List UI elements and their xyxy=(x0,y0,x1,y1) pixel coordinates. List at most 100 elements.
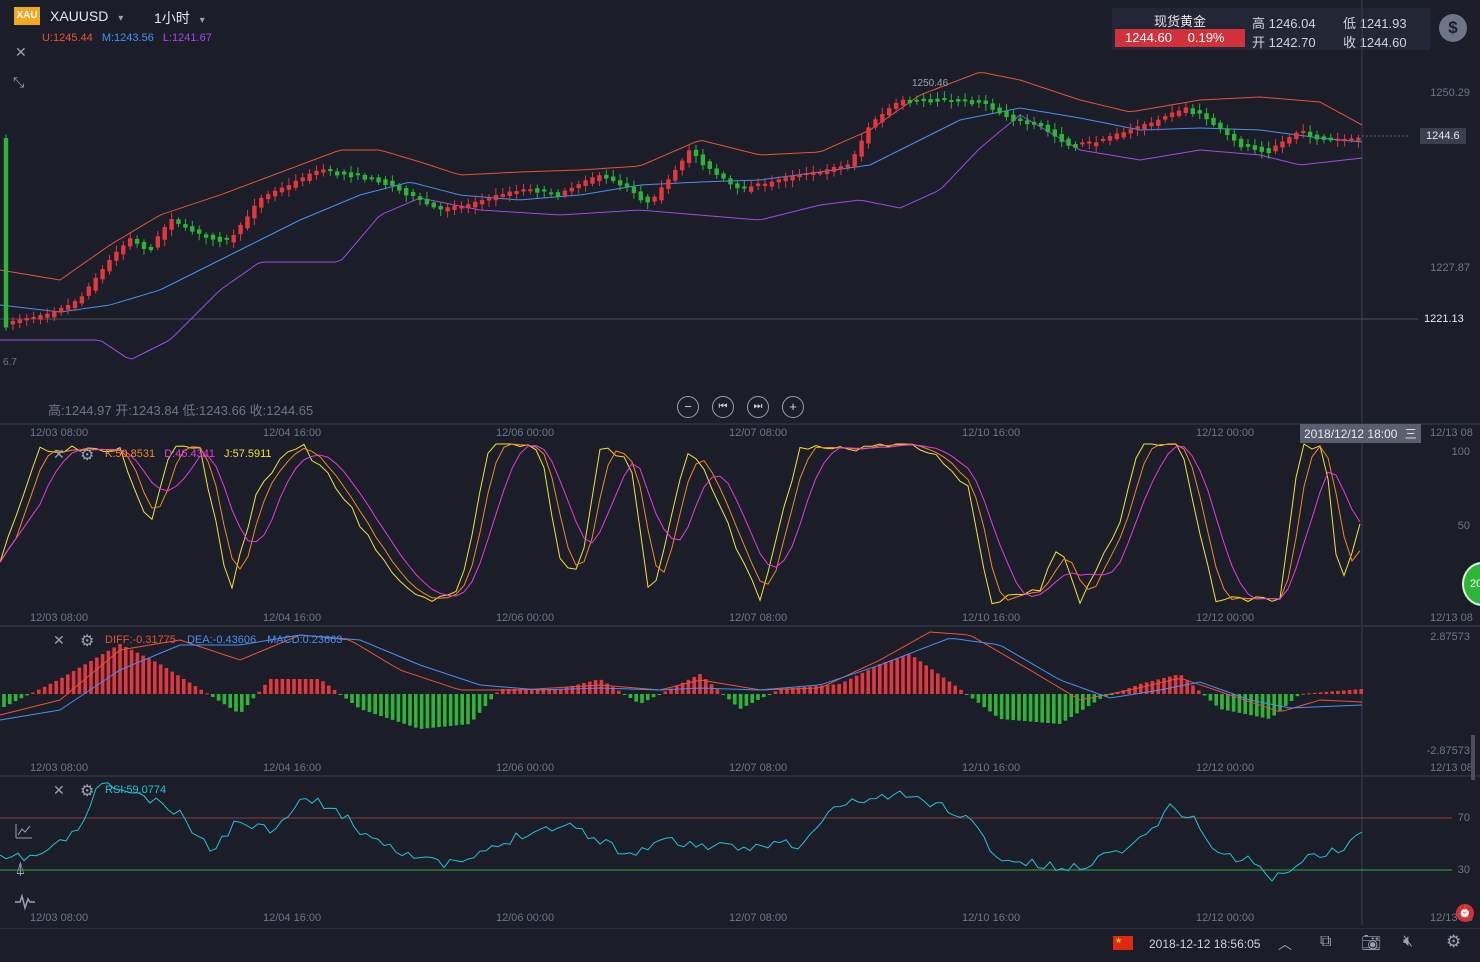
candle-body xyxy=(328,169,333,172)
gear-icon[interactable]: ⚙ xyxy=(80,633,95,650)
macd-bar xyxy=(1313,692,1317,694)
macd-bar xyxy=(976,694,981,703)
candle-body xyxy=(362,174,367,180)
quote-name: 现货黄金 xyxy=(1154,14,1207,29)
gear-icon[interactable]: ⚙ xyxy=(80,447,95,464)
macd-bar xyxy=(924,665,928,694)
macd-bar xyxy=(170,671,174,694)
prev-button[interactable]: ⏮ xyxy=(712,396,734,418)
next-button[interactable]: ⏭ xyxy=(747,396,769,418)
gear-icon[interactable]: ⚙ xyxy=(80,783,95,800)
candle-body xyxy=(735,183,740,189)
candle-body xyxy=(217,236,223,242)
macd-bar xyxy=(912,657,917,694)
macd-bar xyxy=(663,691,667,694)
waveform-icon[interactable] xyxy=(14,893,36,913)
candle-body xyxy=(928,99,933,103)
macd-bar xyxy=(309,679,314,694)
macd-bar xyxy=(385,694,389,718)
camera-icon[interactable]: 📷︎ xyxy=(1361,935,1382,952)
macd-bar xyxy=(883,662,888,694)
peak-label: 1250.46 xyxy=(912,78,949,89)
macd-bar xyxy=(547,689,551,694)
candle-body xyxy=(1052,129,1057,137)
macd-bar xyxy=(1069,694,1073,717)
price-chart[interactable] xyxy=(0,0,1480,925)
collapse-icon[interactable]: ⤡ xyxy=(13,74,25,90)
chevron-up-icon[interactable]: ︿ xyxy=(1278,936,1292,952)
kdj-k-line xyxy=(0,443,1361,601)
dollar-icon[interactable]: $ xyxy=(1439,14,1467,42)
drawing-tool-icon[interactable]: ⍋ xyxy=(15,858,26,878)
close-icon[interactable]: ✕ xyxy=(53,446,65,462)
macd-bar xyxy=(1359,689,1363,694)
macd-bar xyxy=(837,684,841,694)
macd-bar xyxy=(982,694,986,708)
candle-body xyxy=(424,198,430,205)
close-icon[interactable]: ✕ xyxy=(53,782,65,798)
macd-bar xyxy=(617,690,621,694)
macd-bar xyxy=(1063,694,1068,721)
macd-bar xyxy=(634,694,638,702)
macd-bar xyxy=(541,689,546,694)
symbol-selector[interactable]: XAUUSD ▾ xyxy=(50,8,123,24)
candle-body xyxy=(459,205,464,209)
scrollbar[interactable] xyxy=(1471,735,1475,780)
macd-bar xyxy=(280,679,285,694)
y-tick-1: 1250.29 xyxy=(1430,87,1470,99)
candle-body xyxy=(466,204,471,209)
close-icon[interactable]: ✕ xyxy=(15,44,27,60)
mute-icon[interactable]: 🔇︎ xyxy=(1403,933,1414,950)
macd-bar xyxy=(187,682,192,694)
candle-body xyxy=(93,277,98,291)
candle-body xyxy=(210,234,216,240)
status-datetime: 2018-12-12 18:56:05 xyxy=(1149,937,1261,951)
candle-body xyxy=(1087,141,1092,144)
macd-bar xyxy=(831,684,836,694)
zoom-out-button[interactable]: − xyxy=(677,396,699,418)
macd-bar xyxy=(1075,694,1079,714)
macd-bar xyxy=(373,694,377,715)
indicator-chart-icon[interactable] xyxy=(14,822,34,845)
macd-bar xyxy=(1127,688,1131,694)
crosshair-time: 2018/12/12 18:00 xyxy=(1304,427,1398,441)
candle-body xyxy=(1107,136,1113,141)
macd-bar xyxy=(1011,694,1015,721)
candle-body xyxy=(31,316,36,319)
macd-bar xyxy=(727,694,731,700)
settings-icon[interactable]: ⚙ xyxy=(1446,932,1462,951)
macd-bar xyxy=(344,694,348,699)
macd-bar xyxy=(588,681,592,694)
macd-bar xyxy=(791,687,795,694)
macd-bar xyxy=(327,685,331,694)
layout-icon[interactable]: ⧉ xyxy=(1320,933,1332,950)
boll-legend: U:1245.44 M:1243.56 L:1241.67 xyxy=(42,32,212,44)
candle-body xyxy=(486,197,492,201)
macd-bar xyxy=(628,694,633,698)
macd-bar xyxy=(825,685,830,694)
x-tick: 12/03 08:00 xyxy=(30,912,89,924)
candle-body xyxy=(956,99,961,102)
macd-bar xyxy=(1144,682,1149,694)
zoom-in-button[interactable]: + xyxy=(782,396,804,418)
candle-body xyxy=(438,206,443,210)
candle-body xyxy=(376,177,381,183)
macd-bar xyxy=(483,694,488,707)
close-icon[interactable]: ✕ xyxy=(53,632,65,648)
menu-icon[interactable]: 三 xyxy=(1404,427,1417,441)
x-tick: 12/06 00:00 xyxy=(496,427,555,439)
candle-body xyxy=(1321,136,1327,140)
macd-bar xyxy=(153,661,157,694)
macd-bar xyxy=(303,679,308,694)
macd-bar xyxy=(553,689,557,694)
interval-selector[interactable]: 1小时 ▾ xyxy=(154,8,205,28)
macd-bar xyxy=(1208,694,1213,701)
macd-bar xyxy=(1307,693,1311,695)
alert-icon[interactable]: ⏰ xyxy=(1456,904,1474,922)
macd-bar xyxy=(692,676,696,694)
symbol-badge: XAU xyxy=(14,7,40,25)
candle-body xyxy=(1142,123,1147,130)
candle-body xyxy=(224,237,229,240)
candle-body xyxy=(983,100,988,104)
